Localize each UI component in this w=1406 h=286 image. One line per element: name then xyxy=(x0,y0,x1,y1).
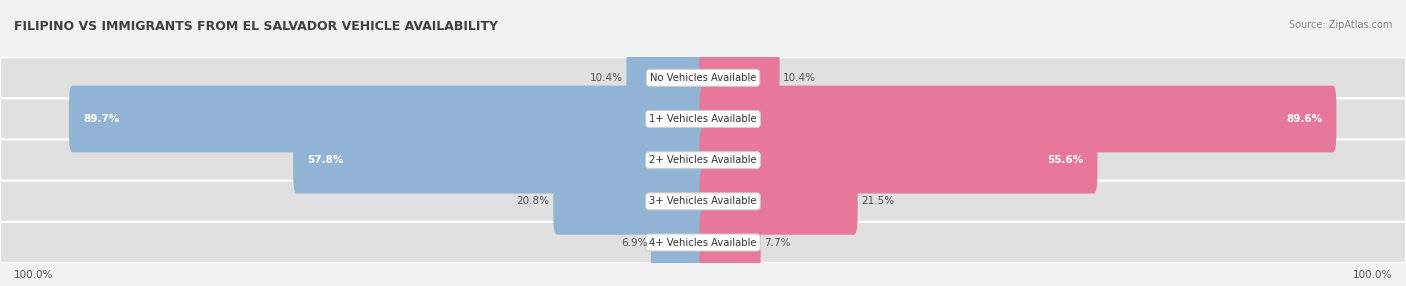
Text: 10.4%: 10.4% xyxy=(591,73,623,83)
Text: 10.4%: 10.4% xyxy=(783,73,815,83)
FancyBboxPatch shape xyxy=(554,168,707,235)
FancyBboxPatch shape xyxy=(0,181,1406,222)
Text: 2+ Vehicles Available: 2+ Vehicles Available xyxy=(650,155,756,165)
Text: 21.5%: 21.5% xyxy=(860,196,894,206)
Text: No Vehicles Available: No Vehicles Available xyxy=(650,73,756,83)
FancyBboxPatch shape xyxy=(0,222,1406,263)
Text: Source: ZipAtlas.com: Source: ZipAtlas.com xyxy=(1288,20,1392,30)
Text: 3+ Vehicles Available: 3+ Vehicles Available xyxy=(650,196,756,206)
Text: 55.6%: 55.6% xyxy=(1047,155,1084,165)
FancyBboxPatch shape xyxy=(294,127,707,194)
FancyBboxPatch shape xyxy=(700,209,761,276)
FancyBboxPatch shape xyxy=(69,86,707,152)
FancyBboxPatch shape xyxy=(0,57,1406,98)
Text: 7.7%: 7.7% xyxy=(765,238,790,247)
Text: 6.9%: 6.9% xyxy=(621,238,647,247)
Text: 89.7%: 89.7% xyxy=(83,114,120,124)
Text: 100.0%: 100.0% xyxy=(1353,270,1392,279)
FancyBboxPatch shape xyxy=(700,127,1098,194)
Text: 1+ Vehicles Available: 1+ Vehicles Available xyxy=(650,114,756,124)
Text: 20.8%: 20.8% xyxy=(517,196,550,206)
Text: 89.6%: 89.6% xyxy=(1286,114,1322,124)
Text: 100.0%: 100.0% xyxy=(14,270,53,279)
Text: 4+ Vehicles Available: 4+ Vehicles Available xyxy=(650,238,756,247)
FancyBboxPatch shape xyxy=(651,209,707,276)
FancyBboxPatch shape xyxy=(700,168,858,235)
FancyBboxPatch shape xyxy=(0,140,1406,181)
FancyBboxPatch shape xyxy=(700,86,1336,152)
Text: FILIPINO VS IMMIGRANTS FROM EL SALVADOR VEHICLE AVAILABILITY: FILIPINO VS IMMIGRANTS FROM EL SALVADOR … xyxy=(14,20,498,33)
Text: 57.8%: 57.8% xyxy=(308,155,343,165)
FancyBboxPatch shape xyxy=(627,44,707,111)
FancyBboxPatch shape xyxy=(0,98,1406,140)
FancyBboxPatch shape xyxy=(700,44,779,111)
